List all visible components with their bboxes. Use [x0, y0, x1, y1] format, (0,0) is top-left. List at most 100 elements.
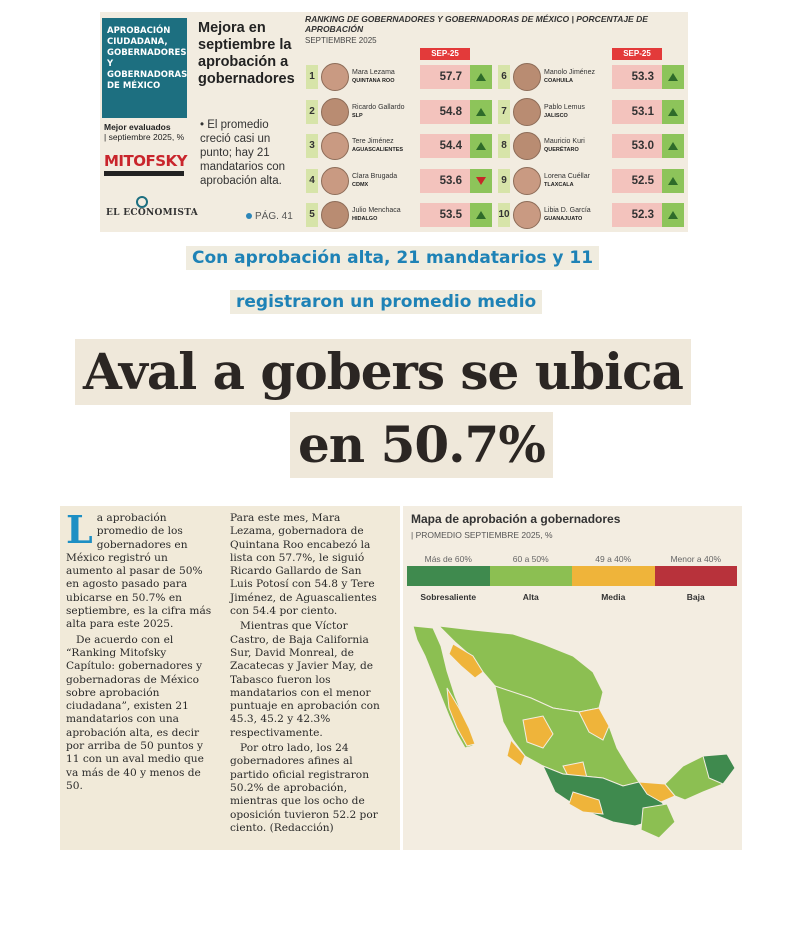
- mitofsky-logo: MITOFSKY: [104, 152, 188, 176]
- score-band: [612, 99, 662, 124]
- avatar: [321, 201, 349, 229]
- arrow-down-icon: [476, 176, 486, 185]
- headline-line-2: en 50.7%: [290, 412, 553, 478]
- trend-indicator: [470, 65, 492, 89]
- legend-range: Menor a 40%: [670, 554, 722, 564]
- column-header-label: SEP-25: [420, 48, 470, 60]
- arrow-up-icon: [668, 142, 678, 150]
- approval-score: 52.3: [631, 209, 654, 221]
- state-name: TLAXCALA: [544, 181, 574, 188]
- ranking-title: RANKING DE GOBERNADORES Y GOBERNADORAS D…: [305, 14, 648, 34]
- state-name: CDMX: [352, 181, 369, 188]
- approval-score: 53.1: [631, 105, 654, 118]
- trend-indicator: [470, 99, 492, 124]
- map-title: Mapa de aprobación a gobernadores: [411, 512, 621, 526]
- legend-label: Alta: [522, 592, 539, 602]
- legend-swatch: [489, 566, 572, 586]
- rank-number: 6: [498, 65, 510, 89]
- paragraph-1: a aprobación promedio de los gobernadore…: [66, 512, 212, 631]
- trend-indicator: [662, 168, 684, 193]
- mitofsky-bar: [104, 171, 184, 176]
- period-text: | septiembre 2025, %: [104, 132, 185, 142]
- map-region-tabasco: [638, 781, 676, 803]
- legend-range: 49 a 40%: [595, 554, 632, 564]
- avatar: [513, 97, 541, 126]
- newspaper-name: EL ECONOMISTA: [106, 208, 199, 218]
- page-ref-text: PÁG. 41: [255, 211, 293, 222]
- map-region-sonora-yellow: [448, 643, 484, 679]
- rank-number: 9: [498, 168, 510, 193]
- legend-label: Media: [601, 592, 626, 602]
- approval-score: 53.3: [631, 71, 654, 83]
- best-rated-text: Mejor evaluados: [104, 122, 171, 132]
- trend-indicator: [662, 99, 684, 124]
- approval-score: 57.7: [439, 71, 462, 83]
- avatar: [513, 63, 541, 91]
- governor-name: Manolo Jiménez: [544, 69, 595, 76]
- ranking-row: 6 Manolo Jiménez COAHUILA 53.3: [498, 60, 686, 95]
- ranking-subtitle: SEPTIEMBRE 2025: [305, 36, 377, 45]
- page-reference: PÁG. 41: [246, 211, 293, 222]
- score-band: [420, 99, 470, 124]
- ranking-row: 3 Tere Jiménez AGUASCALIENTES 54.4: [306, 129, 494, 164]
- avatar: [513, 132, 541, 160]
- score-band: [420, 168, 470, 193]
- ranking-column-left: SEP-25 1 Mara Lezama QUINTANA ROO 57.7 2 Rica…: [306, 48, 494, 233]
- governor-name: Mauricio Kuri: [544, 138, 585, 145]
- approval-score: 53.0: [631, 140, 654, 152]
- subheadline-line-2: registraron un promedio medio: [230, 290, 543, 314]
- arrow-up-icon: [476, 73, 486, 81]
- mitofsky-wordmark: MITOFSKY: [104, 152, 188, 170]
- paragraph-3: Para este mes, Mara Lezama, gobernadora …: [230, 512, 377, 618]
- ranking-row: 2 Ricardo Gallardo SLP 54.8: [306, 95, 494, 130]
- avatar: [321, 132, 349, 160]
- governor-name: Tere Jiménez: [352, 138, 394, 145]
- arrow-up-icon: [476, 107, 486, 116]
- legend-swatch: [654, 566, 737, 586]
- legend-range: 60 a 50%: [512, 554, 549, 564]
- economista-icon: [136, 196, 148, 208]
- approval-score: 53.6: [439, 174, 462, 187]
- map-region-baja-sur: [446, 687, 476, 747]
- map-legend: Más de 60% 60 a 50% 49 a 40% Menor a 40% So…: [407, 554, 737, 602]
- state-name: GUANAJUATO: [544, 216, 583, 222]
- page-dot-icon: [246, 213, 252, 219]
- best-rated-label: Mejor evaluados | septiembre 2025, %: [104, 122, 184, 142]
- legend-range: Más de 60%: [424, 554, 472, 564]
- state-name: QUINTANA ROO: [352, 78, 395, 84]
- map-region-chiapas: [640, 803, 676, 839]
- arrow-up-icon: [668, 176, 678, 185]
- ranking-row: 8 Mauricio Kuri QUERÉTARO 53.0: [498, 129, 686, 164]
- rank-number: 8: [498, 134, 510, 158]
- ranking-row: 7 Pablo Lemus JALISCO 53.1: [498, 95, 686, 130]
- score-band: [612, 134, 662, 158]
- column-header-label: SEP-25: [612, 48, 662, 60]
- column-header: SEP-25: [306, 48, 494, 60]
- column-header: SEP-25: [498, 48, 686, 60]
- trend-indicator: [470, 203, 492, 227]
- governor-name: Mara Lezama: [352, 69, 395, 76]
- avatar: [321, 97, 349, 126]
- legend-label: Baja: [686, 592, 705, 602]
- trend-indicator: [662, 65, 684, 89]
- score-band: [612, 168, 662, 193]
- ranking-row: 9 Lorena Cuéllar TLAXCALA 52.5: [498, 164, 686, 199]
- ranking-row: 10 Libia D. García GUANAJUATO 52.3: [498, 198, 686, 233]
- state-name: SLP: [352, 112, 363, 119]
- governor-name: Libia D. García: [544, 207, 591, 214]
- article-column-2: Para este mes, Mara Lezama, gobernadora …: [230, 512, 382, 837]
- arrow-up-icon: [668, 211, 678, 219]
- rank-number: 3: [306, 134, 318, 158]
- approval-score: 54.8: [439, 105, 462, 118]
- score-band: [420, 203, 470, 227]
- arrow-up-icon: [668, 107, 678, 116]
- governor-name: Ricardo Gallardo: [352, 103, 405, 111]
- score-band: [420, 65, 470, 89]
- drop-cap: L: [66, 507, 93, 552]
- mexico-map: [412, 625, 736, 839]
- state-name: JALISCO: [544, 112, 568, 119]
- governor-name: Pablo Lemus: [544, 103, 585, 111]
